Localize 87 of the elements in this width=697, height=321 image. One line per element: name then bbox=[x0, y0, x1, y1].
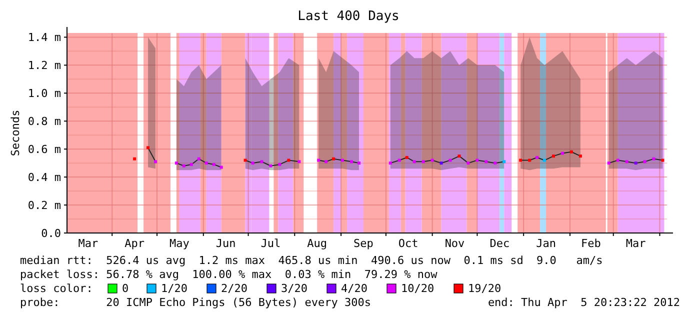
legend-label: 10/20 bbox=[401, 282, 434, 295]
point bbox=[448, 158, 452, 162]
point bbox=[324, 160, 328, 164]
point bbox=[174, 162, 178, 165]
x-tick-label: Oct bbox=[398, 237, 418, 250]
point bbox=[634, 162, 638, 165]
point bbox=[560, 152, 564, 155]
text: median rtt: 526.4 us avg 1.2 ms max 465.8 us min 490.6 us now 0.1 ms sd 9.0 am/s bbox=[20, 254, 603, 267]
point bbox=[661, 158, 664, 162]
point bbox=[146, 146, 150, 150]
legend-label: 2/20 bbox=[221, 282, 248, 295]
x-tick-label: Nov bbox=[444, 237, 466, 250]
x-tick-label: Jan bbox=[536, 237, 556, 250]
point bbox=[317, 158, 320, 162]
y-tick-label: 0.0 bbox=[41, 227, 61, 240]
point bbox=[260, 160, 264, 164]
point bbox=[652, 157, 656, 160]
legend-label: 4/20 bbox=[341, 282, 368, 295]
text: end: Thu Apr 5 20:23:22 2012 bbox=[488, 296, 680, 309]
point bbox=[607, 162, 610, 165]
x-tick-label: May bbox=[170, 237, 190, 250]
y-tick-label: 0.2 m bbox=[28, 199, 62, 212]
point bbox=[204, 162, 208, 165]
point bbox=[332, 157, 336, 160]
point bbox=[133, 157, 136, 160]
point bbox=[616, 158, 620, 162]
legend-title: loss color: bbox=[20, 282, 93, 295]
x-tick-label: Jun bbox=[216, 237, 236, 250]
point bbox=[543, 158, 546, 162]
point bbox=[458, 154, 461, 158]
point bbox=[251, 162, 254, 165]
point bbox=[278, 162, 282, 166]
legend-label: 1/20 bbox=[161, 282, 188, 295]
point bbox=[405, 156, 408, 159]
point bbox=[625, 160, 628, 164]
point bbox=[190, 162, 193, 166]
point bbox=[197, 157, 200, 160]
point bbox=[357, 162, 360, 165]
legend-label: 19/20 bbox=[468, 282, 502, 295]
x-tick-label: Mar bbox=[78, 237, 98, 250]
point bbox=[422, 160, 425, 164]
point bbox=[466, 162, 470, 165]
chart-title: Last 400 Days bbox=[298, 9, 400, 24]
point bbox=[182, 164, 186, 168]
point bbox=[570, 150, 573, 154]
y-tick-label: 0.8 m bbox=[28, 115, 62, 128]
point bbox=[430, 158, 434, 162]
point bbox=[412, 160, 416, 164]
point bbox=[154, 160, 158, 164]
y-tick-label: 0.6 m bbox=[28, 143, 62, 156]
y-tick-label: 1.4 m bbox=[28, 31, 62, 44]
point bbox=[440, 162, 443, 165]
point bbox=[287, 158, 290, 162]
point bbox=[578, 154, 582, 158]
point bbox=[476, 158, 479, 162]
point bbox=[643, 160, 646, 164]
point bbox=[519, 158, 522, 162]
point bbox=[341, 158, 344, 162]
point bbox=[212, 162, 216, 166]
point bbox=[350, 160, 354, 164]
point bbox=[494, 162, 497, 165]
point bbox=[528, 158, 532, 162]
point bbox=[502, 160, 506, 164]
text: packet loss: 56.78 % avg 100.00 % max 0.03 % min 79.29 % now bbox=[20, 268, 438, 281]
point bbox=[298, 160, 301, 164]
point bbox=[398, 158, 401, 162]
point bbox=[388, 162, 392, 165]
point bbox=[552, 154, 556, 158]
y-tick-label: 0.4 m bbox=[28, 171, 62, 184]
legend-label: 0 bbox=[122, 282, 129, 295]
text: probe: 20 ICMP Echo Pings (56 Bytes) every 300s bbox=[20, 296, 371, 309]
x-tick-label: Sep bbox=[354, 237, 374, 250]
point bbox=[269, 164, 272, 168]
point bbox=[220, 166, 223, 169]
y-tick-label: 1.0 m bbox=[28, 87, 62, 100]
x-tick-label: Mar bbox=[626, 237, 646, 250]
x-tick-label: Dec bbox=[490, 237, 510, 250]
point bbox=[536, 156, 539, 159]
legend-label: 3/20 bbox=[281, 282, 308, 295]
y-axis-title: Seconds bbox=[9, 110, 22, 156]
point bbox=[244, 158, 247, 162]
x-tick-label: Apr bbox=[124, 237, 145, 250]
x-tick-label: Aug bbox=[307, 237, 328, 250]
x-tick-label: Feb bbox=[580, 237, 601, 250]
x-tick-label: Jul bbox=[260, 237, 281, 250]
point bbox=[484, 160, 488, 164]
y-tick-label: 1.2 m bbox=[28, 59, 62, 72]
